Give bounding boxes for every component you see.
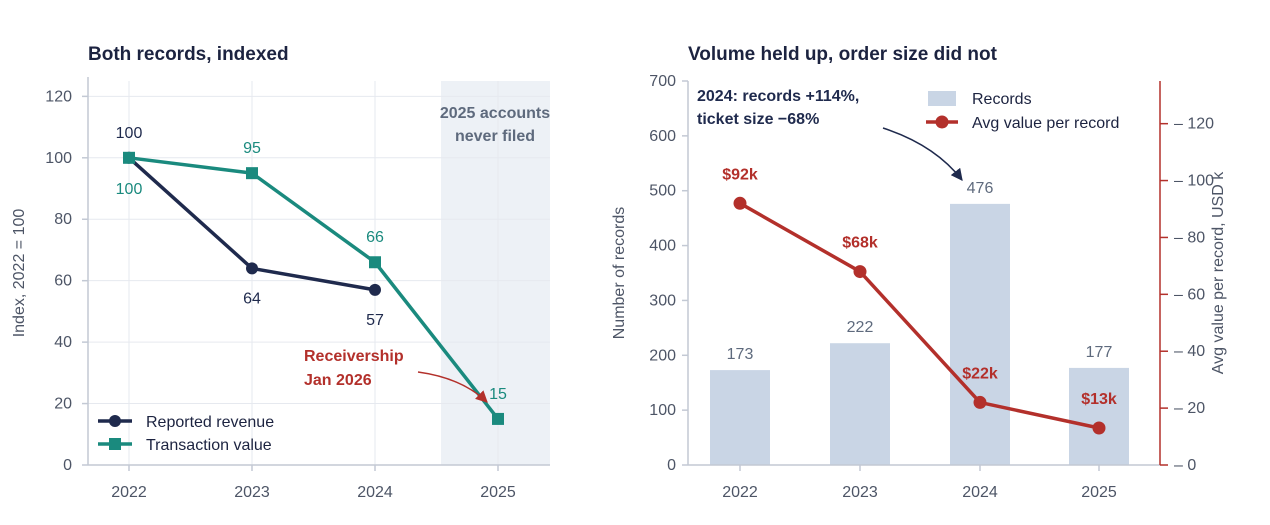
- right-axes: 0 100 200 300 400 500 600 700 – 0 – 20 – 40 – 60 – 8…: [649, 73, 1214, 501]
- legend-reported-revenue-marker: [109, 415, 121, 427]
- left-x-tick-label: 2024: [357, 484, 393, 501]
- right-bars: [710, 203, 1129, 465]
- left-x-tick-label: 2023: [234, 484, 270, 501]
- right-y2-tick-label: – 60: [1174, 286, 1205, 303]
- left-series: [123, 151, 504, 425]
- right-chart-title: Volume held up, order size did not: [688, 44, 998, 65]
- avg-value-label-2022: $92k: [722, 166, 758, 183]
- left-y-tick-label: 20: [54, 396, 72, 413]
- receivership-annotation-line2: Jan 2026: [304, 372, 372, 389]
- records-annotation-arrow: [882, 127, 963, 181]
- transaction-value-label-2023: 95: [243, 140, 261, 157]
- left-y-tick-label: 100: [45, 150, 72, 167]
- right-y2-tick-label: – 120: [1174, 116, 1214, 133]
- right-y-tick-label: 500: [649, 183, 676, 200]
- right-y-tick-label: 400: [649, 238, 676, 255]
- right-y-tick-label: 100: [649, 402, 676, 419]
- records-bar-label-2022: 173: [727, 346, 754, 363]
- records-annotation-line2: ticket size −68%: [697, 111, 819, 128]
- reported-revenue-label-2024: 57: [366, 312, 384, 329]
- legend-avg-value-marker: [935, 115, 949, 129]
- right-x-tick-label: 2022: [722, 484, 758, 501]
- left-chart-title: Both records, indexed: [88, 44, 289, 65]
- transaction-value-point-2024: [369, 256, 381, 269]
- transaction-value-label-2025: 15: [489, 386, 507, 403]
- left-x-tick-label: 2025: [480, 484, 516, 501]
- right-y-tick-label: 700: [649, 73, 676, 90]
- legend-records-label: Records: [972, 91, 1032, 108]
- right-avg-value-series: [733, 196, 1106, 435]
- records-bar-2024: [950, 203, 1010, 465]
- legend-reported-revenue-label: Reported revenue: [146, 414, 274, 431]
- transaction-value-line: [128, 156, 500, 421]
- legend-transaction-value-label: Transaction value: [146, 437, 272, 454]
- transaction-value-label-2024: 66: [366, 229, 384, 246]
- avg-value-point-2023: [853, 265, 867, 279]
- transaction-value-point-2025: [492, 412, 504, 425]
- avg-value-label-2023: $68k: [842, 235, 878, 252]
- avg-value-label-2025: $13k: [1081, 391, 1117, 408]
- transaction-value-point-2023: [246, 167, 258, 180]
- right-panel: Volume held up, order size did not 0 100 2…: [611, 44, 1227, 501]
- left-y-tick-label: 120: [45, 88, 72, 105]
- left-legend: Reported revenue Transaction value: [98, 414, 274, 454]
- shaded-region-label-line1: 2025 accounts: [440, 105, 550, 122]
- right-data-labels: 173 222 476 177 $92k $68k $22k $13k: [722, 166, 1117, 408]
- right-y-axis-label: Number of records: [611, 207, 628, 340]
- right-y-tick-label: 200: [649, 347, 676, 364]
- reported-revenue-point-2024: [369, 283, 381, 296]
- transaction-value-point-2022: [123, 151, 135, 164]
- left-y-axis-label: Index, 2022 = 100: [11, 209, 28, 338]
- avg-value-point-2025: [1092, 421, 1106, 435]
- records-annotation-line1: 2024: records +114%,: [697, 88, 859, 105]
- left-y-tick-label: 40: [54, 334, 72, 351]
- right-y2-tick-label: – 0: [1174, 457, 1196, 474]
- receivership-arrow: [417, 371, 488, 403]
- legend-transaction-value-marker: [109, 438, 121, 450]
- left-y-tick-label: 60: [54, 273, 72, 290]
- avg-value-point-2022: [733, 196, 747, 210]
- reported-revenue-label-2023: 64: [243, 290, 261, 307]
- left-panel: Both records, indexed 2025 accounts neve…: [11, 44, 550, 501]
- right-y-tick-label: 300: [649, 292, 676, 309]
- transaction-value-label-2022: 100: [116, 181, 143, 198]
- left-y-tick-label: 0: [63, 457, 72, 474]
- right-y2-tick-label: – 40: [1174, 343, 1205, 360]
- right-y-tick-label: 0: [667, 457, 676, 474]
- right-x-tick-label: 2023: [842, 484, 878, 501]
- records-bar-2022: [710, 370, 770, 465]
- right-y2-tick-label: – 100: [1174, 173, 1214, 190]
- left-x-tick-label: 2022: [111, 484, 147, 501]
- reported-revenue-point-2023: [246, 262, 258, 275]
- reported-revenue-label-2022: 100: [116, 125, 143, 142]
- shaded-region-label-line2: never filed: [455, 128, 535, 145]
- right-legend: Records Avg value per record: [926, 91, 1119, 132]
- left-data-labels: 100 64 57 100 95 66 15: [116, 125, 507, 403]
- right-y2-tick-label: – 80: [1174, 229, 1205, 246]
- legend-records-swatch: [928, 91, 956, 106]
- left-y-tick-label: 80: [54, 211, 72, 228]
- avg-value-line: [739, 201, 1100, 430]
- records-bar-2023: [830, 343, 890, 465]
- right-x-tick-label: 2024: [962, 484, 998, 501]
- records-bar-label-2024: 476: [967, 180, 994, 197]
- receivership-annotation-line1: Receivership: [304, 348, 404, 365]
- shaded-region-2025: [441, 81, 550, 465]
- avg-value-point-2024: [973, 395, 987, 409]
- right-y2-axis-label: Avg value per record, USD k: [1210, 171, 1227, 374]
- records-bar-label-2023: 222: [847, 319, 874, 336]
- left-gridlines: [88, 81, 550, 466]
- right-y2-tick-label: – 20: [1174, 400, 1205, 417]
- right-x-tick-label: 2025: [1081, 484, 1117, 501]
- avg-value-label-2024: $22k: [962, 365, 998, 382]
- records-bar-label-2025: 177: [1086, 344, 1113, 361]
- legend-avg-value-label: Avg value per record: [972, 115, 1119, 132]
- records-bar-2025: [1069, 367, 1129, 465]
- right-y-tick-label: 600: [649, 128, 676, 145]
- left-axes: 0 20 40 60 80 100 120 2022 2023 2024 2025: [45, 77, 550, 501]
